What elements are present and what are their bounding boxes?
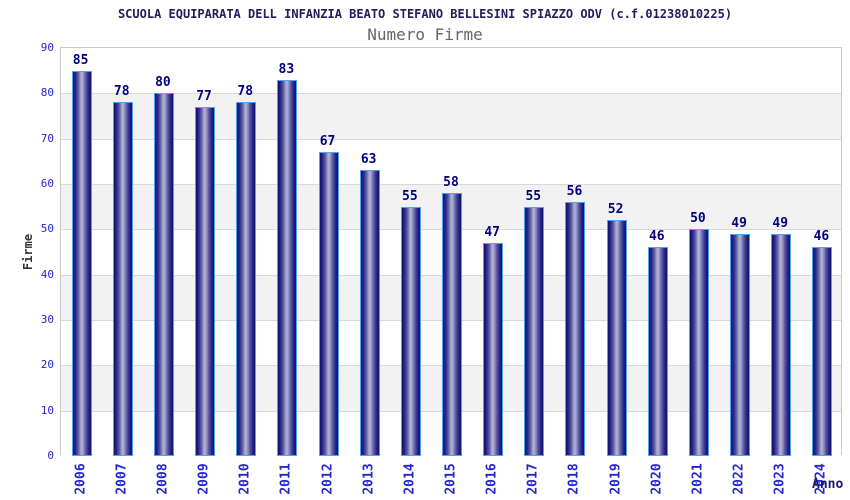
bar (359, 170, 380, 456)
bar-value-label: 52 (607, 202, 624, 218)
x-tick-label: 2006 (73, 463, 89, 495)
bar (442, 193, 462, 456)
grid-line (61, 184, 841, 185)
bar-value-label: 58 (443, 175, 459, 191)
bar (195, 106, 216, 456)
x-tick-label: 2022 (731, 463, 747, 495)
grid-line (61, 138, 841, 140)
chart-subtitle: Numero Firme (367, 25, 483, 44)
bar-value-label: 49 (731, 215, 747, 231)
y-tick-label: 40 (40, 267, 54, 281)
x-tick-label: 2008 (155, 463, 171, 495)
bar-value-label: 49 (772, 215, 789, 231)
y-tick-label: 90 (40, 41, 54, 54)
bar-value-label: 47 (484, 224, 500, 240)
bar (483, 242, 504, 456)
x-tick-label: 2020 (649, 463, 665, 495)
bar-value-label: 63 (360, 152, 377, 168)
x-tick-label: 2011 (278, 463, 294, 495)
bar (112, 102, 133, 456)
grid-line (61, 93, 841, 95)
x-tick-label: 2019 (608, 463, 624, 495)
bar-value-label: 56 (566, 184, 583, 200)
chart-title: SCUOLA EQUIPARATA DELL INFANZIA BEATO ST… (117, 7, 733, 21)
x-tick-label: 2010 (237, 463, 253, 495)
x-tick-label: 2013 (361, 463, 377, 495)
x-tick-label: 2017 (525, 463, 541, 495)
x-tick-label: 2016 (484, 463, 500, 495)
x-tick-label: 2023 (772, 463, 788, 495)
bar-value-label: 55 (402, 188, 418, 204)
x-tick-label: 2007 (114, 463, 130, 495)
bar (647, 247, 668, 456)
bar (565, 202, 586, 456)
bar (771, 233, 792, 456)
bar-value-label: 78 (113, 84, 130, 100)
bar (277, 79, 298, 456)
bar-value-label: 67 (319, 134, 336, 150)
bar-value-label: 85 (72, 52, 89, 68)
bar (236, 102, 257, 456)
y-axis-title: Firme (21, 233, 35, 271)
bar (730, 233, 751, 456)
bar-value-label: 50 (690, 211, 706, 227)
bar-value-label: 78 (237, 84, 254, 100)
bar (524, 206, 545, 456)
bar (812, 247, 833, 456)
bar (318, 152, 339, 456)
y-tick-label: 20 (40, 358, 54, 372)
bar-value-label: 80 (155, 75, 171, 91)
x-axis-title: Anno (812, 477, 844, 492)
bar-value-label: 55 (525, 188, 542, 204)
x-tick-label: 2018 (566, 463, 582, 495)
bar (606, 220, 627, 456)
grid-band (61, 93, 841, 139)
x-tick-label: 2012 (320, 463, 336, 495)
y-tick-label: 10 (40, 403, 54, 417)
bar (71, 70, 92, 456)
x-tick-label: 2021 (690, 463, 706, 495)
y-tick-label: 30 (40, 313, 54, 326)
bar-value-label: 46 (813, 229, 830, 245)
bar (400, 206, 421, 456)
grid-band (61, 48, 841, 94)
bar (688, 229, 709, 456)
y-tick-label: 60 (40, 177, 54, 190)
y-tick-label: 0 (47, 449, 54, 462)
bar (153, 93, 174, 456)
bar-value-label: 77 (196, 88, 212, 104)
bar-value-label: 83 (278, 61, 295, 77)
y-tick-label: 80 (40, 86, 54, 100)
grid-band (61, 138, 841, 184)
y-tick-label: 70 (40, 131, 54, 145)
plot-area (60, 47, 842, 456)
y-tick-label: 50 (40, 222, 54, 236)
x-tick-label: 2014 (402, 463, 418, 495)
x-tick-label: 2015 (443, 463, 459, 495)
x-tick-label: 2009 (196, 463, 212, 495)
bar-value-label: 46 (648, 229, 665, 245)
